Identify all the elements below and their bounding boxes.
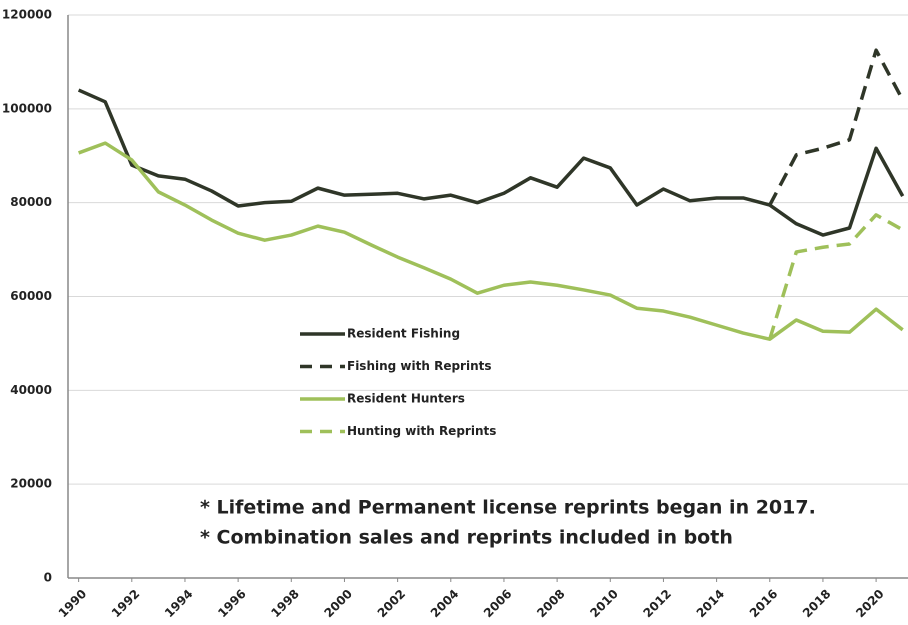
series-line — [768, 213, 904, 340]
y-tick-label: 40000 — [10, 383, 52, 397]
legend-label: Resident Hunters — [347, 392, 465, 406]
y-tick-label: 0 — [44, 571, 52, 585]
series-line — [77, 88, 905, 237]
x-tick-label: 2010 — [587, 587, 621, 621]
x-tick-label: 2004 — [428, 587, 462, 621]
annotation: * Combination sales and reprints include… — [200, 527, 733, 549]
x-tick-label: 2018 — [800, 587, 834, 621]
x-tick-label: 1990 — [56, 587, 90, 621]
x-tick-label: 1994 — [162, 587, 196, 621]
x-tick-label: 1992 — [109, 587, 143, 621]
series-line — [78, 141, 904, 341]
y-tick-label: 60000 — [10, 289, 52, 303]
x-tick-label: 2000 — [322, 587, 356, 621]
annotation: * Lifetime and Permanent license reprint… — [200, 497, 816, 519]
legend-label: Resident Fishing — [347, 327, 460, 341]
x-tick-label: 2016 — [747, 587, 781, 621]
legend-label: Fishing with Reprints — [347, 359, 492, 373]
y-tick-label: 80000 — [10, 195, 52, 209]
x-tick-label: 2020 — [853, 587, 887, 621]
y-tick-label: 120000 — [2, 8, 52, 22]
x-tick-label: 1998 — [268, 587, 302, 621]
x-tick-label: 2006 — [481, 587, 515, 621]
legend-label: Hunting with Reprints — [347, 424, 496, 438]
x-tick-label: 2002 — [375, 587, 409, 621]
x-tick-label: 1996 — [215, 587, 249, 621]
y-tick-label: 100000 — [2, 101, 52, 115]
x-tick-label: 2008 — [534, 587, 568, 621]
series-line — [768, 48, 905, 206]
y-tick-label: 20000 — [10, 477, 52, 491]
x-tick-label: 2012 — [641, 587, 675, 621]
x-tick-label: 2014 — [694, 587, 728, 621]
